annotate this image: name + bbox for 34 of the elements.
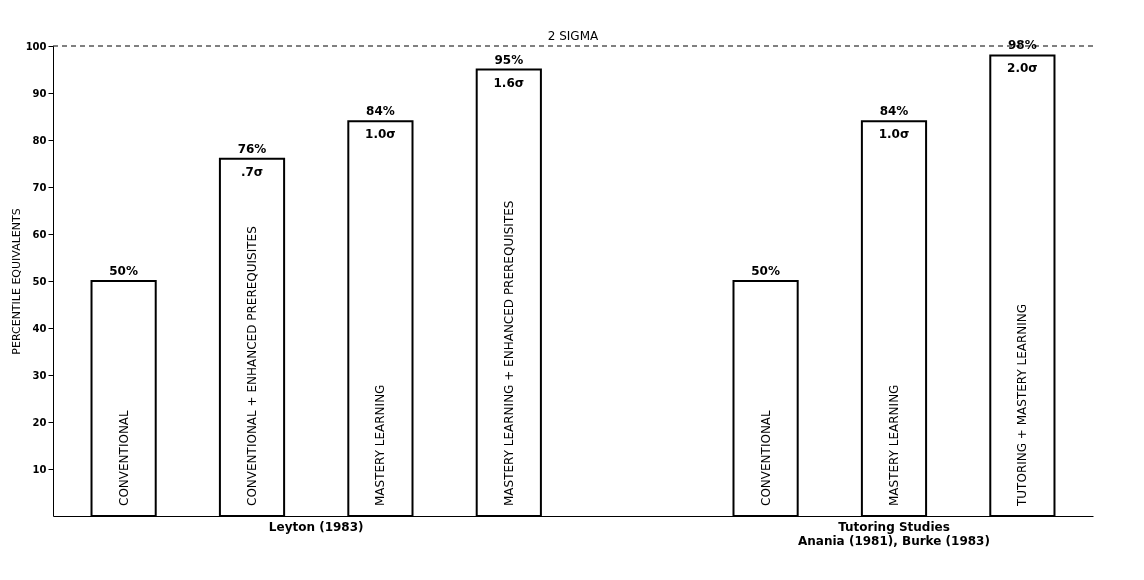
text: Leyton (1983) [268,520,364,534]
ref-line-label: 2 SIGMA [547,29,600,43]
y-tick-label: 20 [32,416,47,428]
y-tick-label: 10 [32,463,47,475]
x-tick-label: MASTERY LEARNING + ENHANCED PREREQUISITES [501,200,516,506]
annotation: .7σ [240,164,264,179]
text: Tutoring Studies [838,520,950,534]
data-label: 76% [237,141,267,156]
x-tick-label: TUTORING + MASTERY LEARNING [1015,303,1030,507]
y-tick-label: 70 [32,181,47,193]
data-label: 95% [494,52,524,67]
annotation: 1.0σ [365,127,396,142]
text: Anania (1981), Burke (1983) [798,534,990,548]
x-tick-label: MASTERY LEARNING [373,384,388,506]
y-tick-label: 40 [32,322,47,334]
data-label: 98% [1008,38,1037,53]
data-label: 50% [109,264,138,278]
y-tick-label: 60 [32,228,47,240]
data-label: 84% [366,104,395,119]
y-axis-title: PERCENTILE EQUIVALENTS [9,208,23,355]
annotation: 1.6σ [493,75,525,90]
annotation: 1.0σ [878,127,910,142]
x-tick-label: MASTERY LEARNING [886,384,901,506]
x-tick-label: CONVENTIONAL [758,409,773,506]
y-tick-label: 90 [32,87,47,99]
y-tick-label: 100 [25,40,47,52]
y-tick-label: 80 [32,134,47,146]
x-tick-label: CONVENTIONAL [116,409,131,506]
x-tick-label: CONVENTIONAL + ENHANCED PREREQUISITES [245,226,260,506]
annotation: 2.0σ [1007,61,1038,76]
y-tick-label: 30 [32,369,47,381]
y-tick-label: 50 [32,275,47,287]
data-label: 84% [879,104,909,119]
data-label: 50% [751,264,780,278]
